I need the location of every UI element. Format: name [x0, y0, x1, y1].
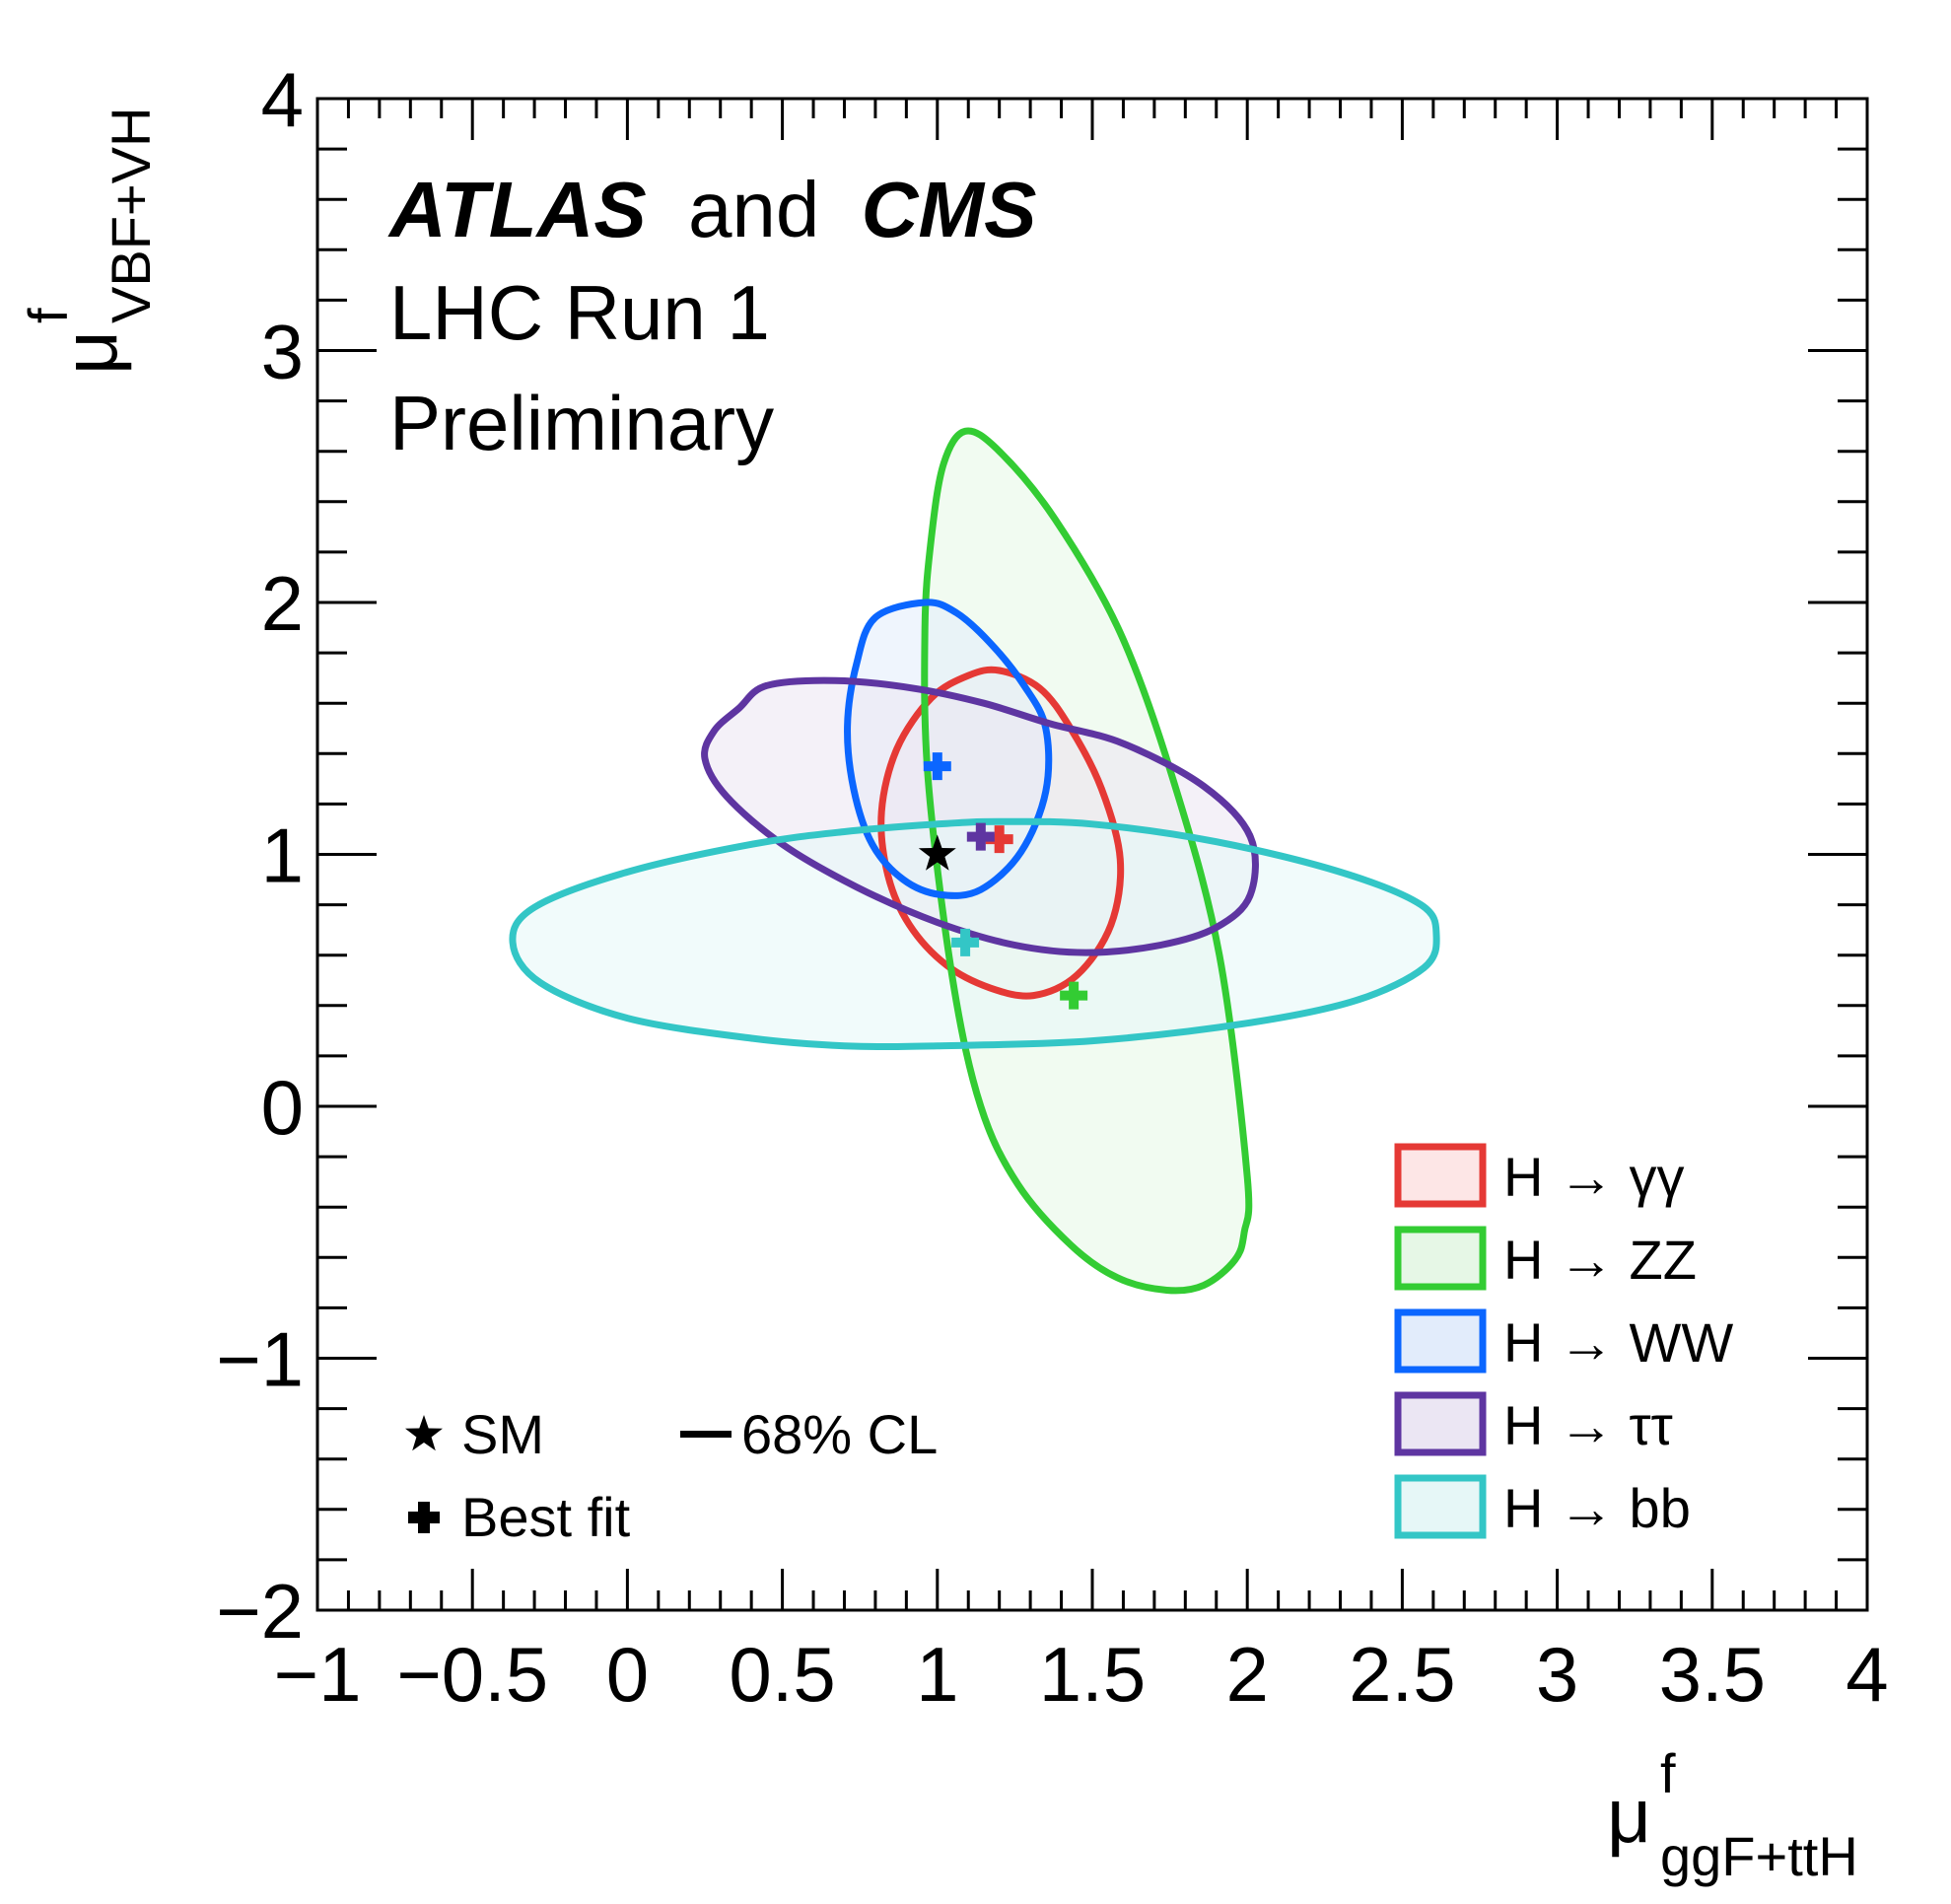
marker-layer	[918, 752, 1088, 1010]
x-tick-label: 3.5	[1659, 1631, 1766, 1718]
atlas-label: ATLAS	[387, 166, 647, 253]
legend-label-bb: H → bb	[1503, 1477, 1691, 1539]
x-axis-title-base: μ	[1607, 1772, 1651, 1859]
y-tick-label: 3	[261, 309, 304, 395]
contour-line-zz	[921, 427, 1253, 1295]
best-fit-marker-zz	[1060, 981, 1088, 1010]
y-axis-title-base: μ	[46, 330, 133, 375]
annotation-line3: Preliminary	[389, 380, 774, 466]
legend-swatch-zz	[1394, 1226, 1487, 1291]
legend: H → γγ H → ZZ H → WW H → ττ H → bb	[1394, 1143, 1733, 1539]
best-fit-cross-icon	[408, 1502, 440, 1533]
contour-layer	[509, 427, 1440, 1295]
legend-label-tautau: H → ττ	[1503, 1394, 1673, 1456]
x-tick-label: 2	[1226, 1631, 1269, 1718]
x-tick-label: 0.5	[729, 1631, 835, 1718]
y-tick-label: −1	[216, 1316, 304, 1403]
legend-swatch-bb	[1394, 1474, 1487, 1539]
legend-swatch-gammagamma	[1394, 1143, 1487, 1208]
contour-line-tautau	[701, 676, 1259, 956]
best-fit-marker-gammagamma	[985, 825, 1013, 854]
and-label: and	[688, 166, 819, 253]
x-axis-title: μ f ggF+ttH	[1607, 1742, 1858, 1887]
best-fit-key-label: Best fit	[461, 1486, 631, 1548]
sm-star-marker	[918, 834, 956, 871]
best-fit-marker-bb	[951, 928, 980, 956]
symbol-key: SM Best fit 68% CL	[405, 1403, 938, 1548]
annotation-line1: ATLAS and CMS	[387, 166, 1036, 253]
x-tick-label: 2.5	[1349, 1631, 1455, 1718]
x-axis-title-sup: f	[1660, 1742, 1676, 1804]
x-tick-label: 3	[1536, 1631, 1578, 1718]
annotation-line2: LHC Run 1	[389, 269, 770, 356]
contour-line-gammagamma	[877, 666, 1125, 1000]
x-tick-label: −0.5	[396, 1631, 548, 1718]
x-tick-label: −1	[274, 1631, 362, 1718]
legend-label-ww: H → WW	[1503, 1311, 1733, 1374]
x-tick-label: 1.5	[1039, 1631, 1146, 1718]
tick-layer	[315, 97, 1869, 1612]
best-fit-marker-ww	[923, 752, 951, 781]
y-tick-label: −2	[216, 1568, 304, 1655]
cl-line-icon	[680, 1431, 732, 1438]
best-fit-marker-tautau	[966, 822, 995, 851]
legend-label-zz: H → ZZ	[1503, 1229, 1697, 1291]
cl-key-label: 68% CL	[741, 1403, 938, 1465]
y-tick-label: 0	[261, 1064, 304, 1151]
legend-swatch-tautau	[1394, 1391, 1487, 1456]
y-tick-label: 1	[261, 812, 304, 899]
x-tick-label: 4	[1846, 1631, 1888, 1718]
sm-star-icon	[405, 1415, 443, 1451]
contour-line-bb	[509, 817, 1440, 1050]
x-axis-title-sub: ggF+ttH	[1660, 1825, 1858, 1887]
legend-label-gammagamma: H → γγ	[1503, 1146, 1685, 1208]
contour-line-ww	[844, 599, 1053, 899]
sm-key-label: SM	[461, 1403, 544, 1465]
legend-swatch-ww	[1394, 1308, 1487, 1374]
cms-label: CMS	[862, 166, 1037, 253]
x-tick-label: 0	[606, 1631, 649, 1718]
x-tick-label: 1	[916, 1631, 958, 1718]
y-tick-label: 4	[261, 56, 304, 143]
y-axis-title: μ f VBF+VH	[17, 107, 162, 375]
y-axis-title-sup: f	[17, 308, 79, 323]
y-axis-title-sub: VBF+VH	[100, 107, 162, 323]
y-tick-label: 2	[261, 560, 304, 647]
